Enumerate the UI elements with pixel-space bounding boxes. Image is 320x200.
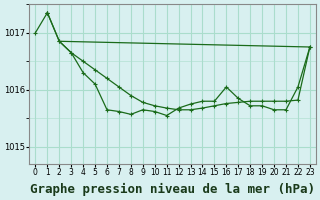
X-axis label: Graphe pression niveau de la mer (hPa): Graphe pression niveau de la mer (hPa) xyxy=(30,183,315,196)
